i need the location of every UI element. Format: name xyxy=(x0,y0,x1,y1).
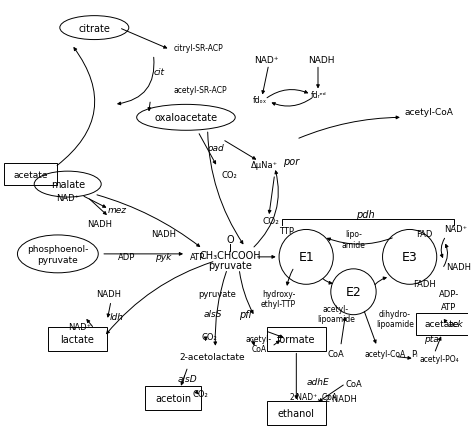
Text: acetyl-PO₄: acetyl-PO₄ xyxy=(419,354,459,363)
Text: NAD⁺: NAD⁺ xyxy=(445,225,467,234)
Text: CoA: CoA xyxy=(345,379,362,388)
Text: pta: pta xyxy=(424,334,439,343)
Text: CO₂: CO₂ xyxy=(193,389,209,398)
Text: 2 NADH: 2 NADH xyxy=(325,394,356,403)
Text: acetate: acetate xyxy=(13,170,47,179)
Text: acetyl-CoA: acetyl-CoA xyxy=(405,108,454,117)
Text: pyruvate: pyruvate xyxy=(199,289,237,299)
Text: formate: formate xyxy=(277,334,316,344)
Text: ATP: ATP xyxy=(441,302,456,312)
Text: ATP: ATP xyxy=(190,253,205,262)
Text: FADH: FADH xyxy=(413,279,436,289)
Text: 2 NAD⁺, CoA: 2 NAD⁺, CoA xyxy=(291,392,337,401)
Text: NADH: NADH xyxy=(151,230,176,239)
Text: ΔμNa⁺: ΔμNa⁺ xyxy=(251,160,278,169)
Text: CoA: CoA xyxy=(328,349,344,358)
Text: cit: cit xyxy=(154,68,164,77)
Text: malate: malate xyxy=(51,180,85,190)
Text: CO₂: CO₂ xyxy=(202,332,218,341)
Text: pdh: pdh xyxy=(356,210,374,220)
Text: acetyl-SR-ACP: acetyl-SR-ACP xyxy=(173,85,227,95)
Text: NADH: NADH xyxy=(97,289,122,299)
Text: acetoin: acetoin xyxy=(155,394,191,404)
Text: citryl-SR-ACP: citryl-SR-ACP xyxy=(173,44,223,53)
Text: acetyl-
CoA: acetyl- CoA xyxy=(246,334,272,353)
Text: ADP: ADP xyxy=(118,253,136,262)
Text: fdₒₓ: fdₒₓ xyxy=(253,95,267,105)
Text: E2: E2 xyxy=(346,286,361,299)
Text: lactate: lactate xyxy=(61,334,94,344)
Text: CH₃CHCOOH: CH₃CHCOOH xyxy=(200,250,261,260)
Text: E3: E3 xyxy=(402,251,418,264)
Text: NAD⁺: NAD⁺ xyxy=(56,193,80,202)
Text: NADH: NADH xyxy=(447,263,472,272)
Text: fdᵣᵉᵈ: fdᵣᵉᵈ xyxy=(311,91,327,100)
Text: pfl: pfl xyxy=(239,309,251,319)
Text: mez: mez xyxy=(108,205,127,214)
Text: NAD⁺: NAD⁺ xyxy=(68,322,91,332)
Text: acetyl-
lipoamide: acetyl- lipoamide xyxy=(317,304,355,324)
Text: pyruvate: pyruvate xyxy=(209,260,252,270)
Text: hydroxy-
ethyl-TTP: hydroxy- ethyl-TTP xyxy=(261,289,296,309)
Text: NAD⁺: NAD⁺ xyxy=(255,56,279,65)
Text: TTP: TTP xyxy=(279,227,294,236)
Text: ethanol: ethanol xyxy=(278,408,315,418)
Text: CO₂: CO₂ xyxy=(221,170,237,179)
Text: citrate: citrate xyxy=(78,23,110,33)
Text: O: O xyxy=(227,234,234,244)
Text: FAD: FAD xyxy=(416,230,433,239)
Text: ack: ack xyxy=(448,319,464,329)
Text: Pᵢ: Pᵢ xyxy=(411,349,418,358)
Text: por: por xyxy=(283,157,300,167)
Text: E1: E1 xyxy=(298,251,314,264)
Text: ADP-: ADP- xyxy=(439,289,459,299)
Text: pyk: pyk xyxy=(155,253,172,262)
Text: alsD: alsD xyxy=(178,374,198,383)
Text: NADH: NADH xyxy=(87,220,112,229)
Text: alsS: alsS xyxy=(203,309,222,319)
Text: lipo-
amide: lipo- amide xyxy=(342,230,365,249)
Text: adhE: adhE xyxy=(307,377,329,386)
Text: oxaloacetate: oxaloacetate xyxy=(155,113,218,123)
Text: phosphoenol-
pyruvate: phosphoenol- pyruvate xyxy=(27,245,89,264)
Text: 2-acetolactate: 2-acetolactate xyxy=(180,352,246,361)
Text: acetate: acetate xyxy=(425,319,459,329)
Text: oad: oad xyxy=(207,143,224,152)
Text: dihydro-
lipoamide: dihydro- lipoamide xyxy=(376,309,414,329)
Text: CO₂: CO₂ xyxy=(262,217,279,226)
Text: acetyl-CoA: acetyl-CoA xyxy=(365,349,406,358)
Text: ldh: ldh xyxy=(110,312,124,322)
Text: NADH: NADH xyxy=(308,56,334,65)
